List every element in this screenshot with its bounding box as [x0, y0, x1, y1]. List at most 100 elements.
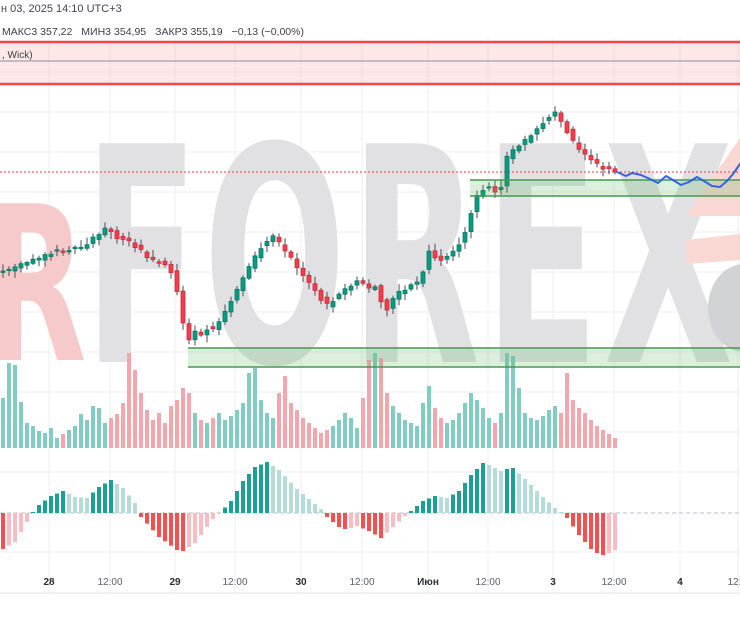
candle-up — [528, 135, 534, 143]
watermark-arrow-bar — [686, 234, 740, 264]
volume-bar — [49, 428, 53, 448]
candle-up — [234, 288, 240, 301]
candle-down — [132, 242, 138, 248]
candlestick-series — [0, 106, 618, 346]
volume-bar — [283, 376, 287, 448]
volume-bar — [397, 413, 401, 448]
candle-up — [204, 329, 210, 336]
volume-bar — [337, 420, 341, 448]
time-axis-label: 4 — [677, 577, 683, 588]
ao-bar — [463, 483, 467, 513]
candle-up — [30, 258, 36, 264]
price-zones[interactable] — [0, 40, 740, 368]
ao-bar — [415, 506, 419, 513]
candle-up — [510, 149, 516, 160]
candle-down — [576, 142, 582, 150]
volume-bar — [559, 413, 563, 448]
candle-down — [198, 331, 204, 336]
close-value: 355,19 — [190, 26, 223, 38]
volume-bar — [229, 416, 233, 448]
ao-bar — [43, 500, 47, 513]
ao-bar — [145, 513, 149, 524]
support-zone — [470, 180, 740, 196]
volume-bar — [493, 423, 497, 448]
candle-up — [6, 268, 12, 272]
volume-bar — [403, 420, 407, 448]
volume-bar — [1, 398, 5, 448]
ao-bar — [397, 513, 401, 522]
candle-down — [312, 283, 318, 291]
ao-bar — [163, 513, 167, 542]
volume-bar — [151, 420, 155, 448]
volume-bar — [535, 420, 539, 448]
ao-bar — [97, 487, 101, 513]
ao-bar — [127, 495, 131, 513]
volume-bar — [361, 398, 365, 448]
volume-bar — [19, 402, 23, 448]
ao-bar — [559, 512, 563, 513]
ao-bar — [157, 513, 161, 537]
volume-bar — [457, 413, 461, 448]
volume-bar — [133, 370, 137, 448]
candle-up — [18, 263, 24, 269]
candle-up — [96, 234, 102, 240]
volume-bar — [13, 365, 17, 448]
volume-bar — [7, 363, 11, 448]
candle-up — [42, 254, 48, 261]
volume-bar — [25, 423, 29, 448]
candle-down — [432, 250, 438, 259]
ao-bar — [31, 512, 35, 513]
candle-down — [378, 285, 384, 303]
volume-bar — [97, 408, 101, 448]
candle-up — [456, 244, 462, 252]
ao-bar — [523, 479, 527, 513]
volume-bar — [487, 418, 491, 448]
time-axis-label: 12:00 — [475, 577, 501, 588]
volume-bar — [211, 418, 215, 448]
volume-bar — [169, 406, 173, 448]
ao-bar — [403, 513, 407, 516]
ao-bar — [313, 504, 317, 513]
volume-bar — [121, 403, 125, 448]
high-value: 357,22 — [40, 26, 73, 38]
volume-bar — [235, 410, 239, 448]
time-axis-label: 28 — [43, 577, 55, 588]
candle-down — [306, 274, 312, 283]
candle-down — [120, 235, 126, 240]
candle-up — [450, 250, 456, 257]
volume-bar — [67, 430, 71, 448]
candle-up — [546, 117, 552, 121]
ao-bar — [133, 503, 137, 513]
volume-bar — [217, 413, 221, 448]
time-axis-label: 12:00 — [222, 577, 248, 588]
volume-bar — [325, 430, 329, 448]
ao-bar — [511, 468, 515, 513]
time-axis-label: 3 — [550, 577, 556, 588]
ao-bar — [613, 513, 617, 550]
volume-bar — [379, 358, 383, 448]
ao-bar — [205, 513, 209, 527]
watermark-text-forex: FOREX — [84, 84, 738, 433]
candle-up — [66, 250, 72, 253]
candle-down — [588, 155, 594, 161]
ao-bar — [343, 513, 347, 529]
candle-down — [162, 260, 168, 266]
forecast-line[interactable] — [616, 163, 740, 188]
low-label: МИН3 — [81, 26, 112, 38]
candle-down — [144, 251, 150, 259]
candle-up — [240, 277, 246, 292]
ao-bar — [379, 513, 383, 538]
volume-bar — [127, 353, 131, 448]
ao-bar — [253, 467, 257, 513]
volume-bar — [55, 438, 59, 448]
ao-bar — [13, 513, 17, 542]
awesome-oscillator-series — [0, 462, 740, 555]
candle-down — [612, 168, 618, 173]
ao-bar — [331, 513, 335, 522]
candle-up — [390, 298, 396, 309]
candle-down — [366, 283, 372, 289]
candle-down — [492, 186, 498, 193]
volume-bar — [481, 408, 485, 448]
